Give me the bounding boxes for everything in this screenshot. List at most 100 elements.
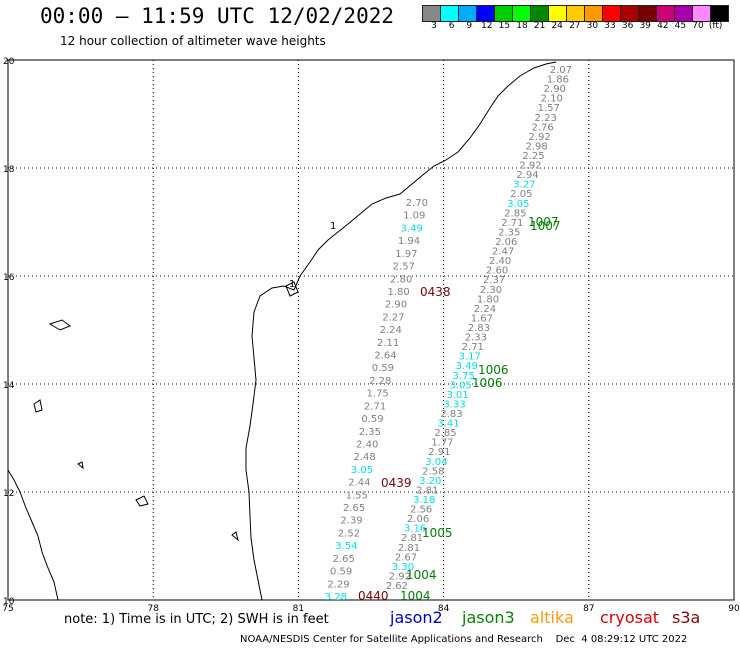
longitude-tick: 84 (438, 604, 450, 614)
swh-value: 2.52 (338, 528, 360, 539)
legend-label: 27 (569, 21, 581, 31)
pass-time-label: 1006 (472, 376, 503, 390)
legend-label: 30 (586, 21, 599, 31)
swh-value: 2.35 (498, 227, 520, 238)
swh-value: 1.55 (346, 490, 368, 501)
swh-value: 3.75 (453, 371, 475, 382)
legend-label: 39 (639, 21, 651, 31)
longitude-tick: 78 (147, 604, 159, 614)
satellite-name: cryosat (600, 608, 660, 627)
legend-label: (ft) (708, 21, 723, 31)
legend-label: 12 (481, 21, 493, 31)
swh-value: 2.81 (398, 543, 420, 554)
swh-value: 1.67 (471, 313, 493, 324)
swh-value: 2.67 (395, 552, 417, 563)
swh-value: 2.05 (510, 189, 532, 200)
swh-value: 2.35 (359, 427, 381, 438)
swh-value: 2.91 (428, 447, 450, 458)
legend-label: 18 (516, 21, 528, 31)
swh-value: 2.10 (541, 94, 563, 105)
swh-value: 3.28 (325, 592, 347, 603)
swh-value: 2.57 (393, 262, 415, 273)
swh-value: 0.59 (361, 414, 383, 425)
legend-label: 33 (604, 21, 616, 31)
swh-value: 2.71 (364, 401, 386, 412)
color-scale-legend (422, 5, 729, 22)
pass-time-label: 0438 (420, 285, 451, 299)
satellite-name: jason3 (462, 608, 515, 627)
latitude-tick: 14 (3, 381, 15, 391)
swh-value: 2.81 (416, 485, 438, 496)
longitude-tick: 90 (728, 604, 740, 614)
swh-value: 2.28 (369, 376, 391, 387)
swh-value: 2.98 (525, 141, 547, 152)
latitude-tick: 18 (3, 165, 15, 175)
pass-time-label: 0440 (358, 589, 389, 603)
longitude-tick: 87 (583, 604, 594, 614)
pass-time-label: 1004 (406, 568, 437, 582)
swh-value: 2.80 (390, 274, 412, 285)
swh-value: 2.60 (486, 266, 508, 277)
swh-value: 3.17 (459, 352, 481, 363)
satellite-name: jason2 (390, 608, 443, 627)
latitude-tick: 16 (3, 273, 15, 283)
swh-value: 0.59 (330, 567, 352, 578)
legend-label: 6 (448, 21, 455, 31)
swh-value: 2.64 (374, 351, 396, 362)
longitude-tick: 81 (293, 604, 304, 614)
swh-track-west: 2.70 1.093.49 1.94 1.97 2.572.80 1.80 2.902.27… (325, 198, 428, 603)
legend-label: 24 (551, 21, 563, 31)
swh-value: 2.65 (333, 554, 355, 565)
satellite-name: altika (530, 608, 574, 627)
pass-time-label: 0439 (381, 476, 412, 490)
latitude-tick: 10 (3, 597, 15, 607)
legend-label: 70 (692, 21, 704, 31)
swh-value: 2.30 (480, 285, 502, 296)
swh-value: 2.37 (483, 275, 505, 286)
swh-value: 2.40 (356, 439, 378, 450)
swh-value: 3.05 (351, 465, 373, 476)
pass-time-label: 1005 (422, 526, 453, 540)
longitude-tick: 75 (2, 604, 13, 614)
legend-label: 3 (431, 21, 437, 31)
swh-value: 1.80 (387, 287, 409, 298)
place-markers: 11 (289, 221, 336, 290)
swh-value: 2.58 (422, 466, 444, 477)
swh-value: 3.05 (450, 380, 472, 391)
latitude-tick: 12 (3, 489, 14, 499)
map-subtitle: 12 hour collection of altimeter wave hei… (60, 34, 326, 48)
swh-value: 2.92 (389, 571, 411, 582)
swh-value: 2.24 (474, 304, 496, 315)
swh-value: 2.11 (377, 338, 399, 349)
swh-value: 3.04 (425, 457, 447, 468)
latitude-tick: 20 (3, 57, 15, 67)
swh-value: 2.83 (440, 409, 462, 420)
swh-value: 1.94 (398, 236, 420, 247)
swh-value: 2.85 (504, 208, 526, 219)
swh-value: 3.27 (513, 180, 535, 191)
swh-value: 2.62 (386, 581, 408, 592)
map-frame (7, 59, 735, 601)
place-marker: 1 (330, 221, 336, 232)
pass-time-label: 1004 (400, 589, 431, 603)
swh-value: 3.20 (419, 476, 441, 487)
swh-value: 1.57 (538, 103, 560, 114)
swh-value: 2.25 (522, 151, 544, 162)
swh-value: 2.90 (544, 84, 566, 95)
swh-value: 1.77 (431, 438, 453, 449)
legend-label: 36 (621, 21, 634, 31)
place-marker: 1 (289, 279, 295, 290)
swh-value: 2.48 (353, 452, 375, 463)
footer-note: note: 1) Time is in UTC; 2) SWH is in fe… (64, 612, 329, 627)
credit-line: NOAA/NESDIS Center for Satellite Applica… (240, 634, 688, 645)
coastline (7, 61, 557, 601)
swh-value: 2.47 (492, 247, 514, 258)
swh-value: 2.07 (550, 65, 572, 76)
satellite-name: s3a (672, 608, 701, 627)
pass-time-label: 1007 (528, 215, 559, 229)
swh-value: 3.05 (507, 199, 529, 210)
swh-value: 2.29 (327, 579, 349, 590)
pass-time-label: 1007 (530, 219, 561, 233)
